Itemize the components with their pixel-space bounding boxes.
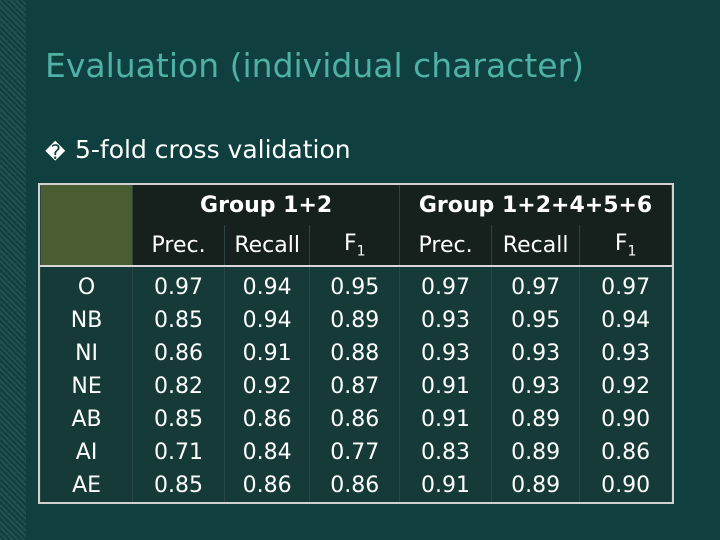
slide-title: Evaluation (individual character) [45, 46, 585, 85]
cell: 0.91 [399, 469, 492, 502]
row-label: AE [39, 469, 134, 502]
cell: 0.86 [132, 337, 225, 370]
row-label: AB [39, 403, 134, 436]
cell: 0.94 [579, 304, 672, 337]
subheader-text: F [614, 230, 628, 256]
cell: 0.86 [309, 403, 401, 436]
subheader: Recall [223, 225, 311, 267]
cell: 0.95 [490, 304, 581, 337]
subheader-text: Recall [234, 232, 300, 258]
cell: 0.93 [579, 337, 672, 370]
cell: 0.97 [132, 266, 225, 304]
subheader: F1 [579, 225, 672, 267]
cell: 0.77 [309, 436, 401, 469]
cell: 0.89 [490, 469, 581, 502]
subheader-row: Prec. Recall F1 Prec. Recall F1 [39, 225, 672, 267]
cell: 0.94 [223, 304, 311, 337]
cell: 0.95 [309, 266, 401, 304]
subheader-text: Recall [502, 232, 569, 258]
cell: 0.97 [490, 266, 581, 304]
subscript: 1 [356, 243, 366, 260]
subheader: F1 [309, 225, 401, 267]
corner-cell [39, 225, 134, 267]
group-header: Group 1+2+4+5+6 [399, 185, 672, 225]
cell: 0.93 [490, 337, 581, 370]
row-label: NB [39, 304, 134, 337]
subheader-text: Prec. [151, 232, 206, 258]
cell: 0.86 [579, 436, 672, 469]
subheader-text: F [343, 230, 357, 256]
data-row: NE 0.82 0.92 0.87 0.91 0.93 0.92 [39, 370, 672, 403]
data-row: NB 0.85 0.94 0.89 0.93 0.95 0.94 [39, 304, 672, 337]
data-row: AE 0.85 0.86 0.86 0.91 0.89 0.90 [39, 469, 672, 502]
cell: 0.90 [579, 469, 672, 502]
corner-cell [39, 185, 134, 225]
cell: 0.85 [132, 469, 225, 502]
cell: 0.86 [223, 403, 311, 436]
group-header: Group 1+2 [132, 185, 401, 225]
cell: 0.97 [399, 266, 492, 304]
cell: 0.83 [399, 436, 492, 469]
bullet-marker: � [45, 140, 66, 164]
cell: 0.93 [490, 370, 581, 403]
cell: 0.90 [579, 403, 672, 436]
row-label: O [39, 266, 134, 304]
subheader-text: Prec. [418, 232, 473, 258]
results-table: Group 1+2 Group 1+2+4+5+6 Prec. Recall F1 Pre… [38, 183, 674, 504]
subheader: Recall [490, 225, 581, 267]
cell: 0.91 [399, 370, 492, 403]
cell: 0.89 [490, 436, 581, 469]
data-row: AB 0.85 0.86 0.86 0.91 0.89 0.90 [39, 403, 672, 436]
row-label: NE [39, 370, 134, 403]
cell: 0.88 [309, 337, 401, 370]
cell: 0.87 [309, 370, 401, 403]
decor-strip [0, 0, 26, 540]
subscript: 1 [627, 243, 637, 260]
cell: 0.86 [309, 469, 401, 502]
row-label: NI [39, 337, 134, 370]
row-label: AI [39, 436, 134, 469]
cell: 0.92 [223, 370, 311, 403]
cell: 0.94 [223, 266, 311, 304]
cell: 0.93 [399, 337, 492, 370]
cell: 0.97 [579, 266, 672, 304]
data-row: O 0.97 0.94 0.95 0.97 0.97 0.97 [39, 266, 672, 304]
cell: 0.82 [132, 370, 225, 403]
cell: 0.93 [399, 304, 492, 337]
subheader: Prec. [132, 225, 225, 267]
cell: 0.89 [309, 304, 401, 337]
cell: 0.86 [223, 469, 311, 502]
cell: 0.91 [399, 403, 492, 436]
cell: 0.85 [132, 403, 225, 436]
cell: 0.84 [223, 436, 311, 469]
subheader: Prec. [399, 225, 492, 267]
cell: 0.85 [132, 304, 225, 337]
cell: 0.71 [132, 436, 225, 469]
header-row: Group 1+2 Group 1+2+4+5+6 [39, 185, 672, 225]
data-row: NI 0.86 0.91 0.88 0.93 0.93 0.93 [39, 337, 672, 370]
bullet-text: 5-fold cross validation [75, 135, 351, 164]
cell: 0.91 [223, 337, 311, 370]
cell: 0.89 [490, 403, 581, 436]
data-row: AI 0.71 0.84 0.77 0.83 0.89 0.86 [39, 436, 672, 469]
cell: 0.92 [579, 370, 672, 403]
